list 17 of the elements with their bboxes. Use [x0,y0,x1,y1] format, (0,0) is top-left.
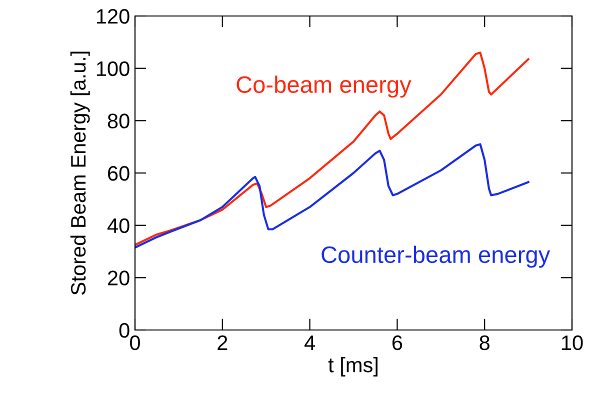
y-tick-label: 40 [107,218,130,234]
y-tick-label: 120 [96,9,130,24]
series-label: Co-beam energy [236,76,412,98]
y-axis-title: Stored Beam Energy [a.u.] [70,52,90,295]
y-tick-label: 100 [96,61,130,76]
x-tick-label: 6 [392,335,402,350]
x-tick-label: 2 [218,335,228,350]
x-axis-title: t [ms] [328,357,378,376]
y-tick-label: 80 [108,114,130,128]
x-tick-label: 8 [480,335,490,350]
y-tick-label: 0 [119,323,130,338]
x-tick-label: 4 [304,336,315,350]
y-tick-label: 60 [108,166,130,181]
series-label: Counter-beam energy [322,246,550,268]
y-tick-label: 20 [108,270,130,286]
x-tick-label: 10 [562,335,583,350]
x-tick-label: 0 [130,335,140,350]
